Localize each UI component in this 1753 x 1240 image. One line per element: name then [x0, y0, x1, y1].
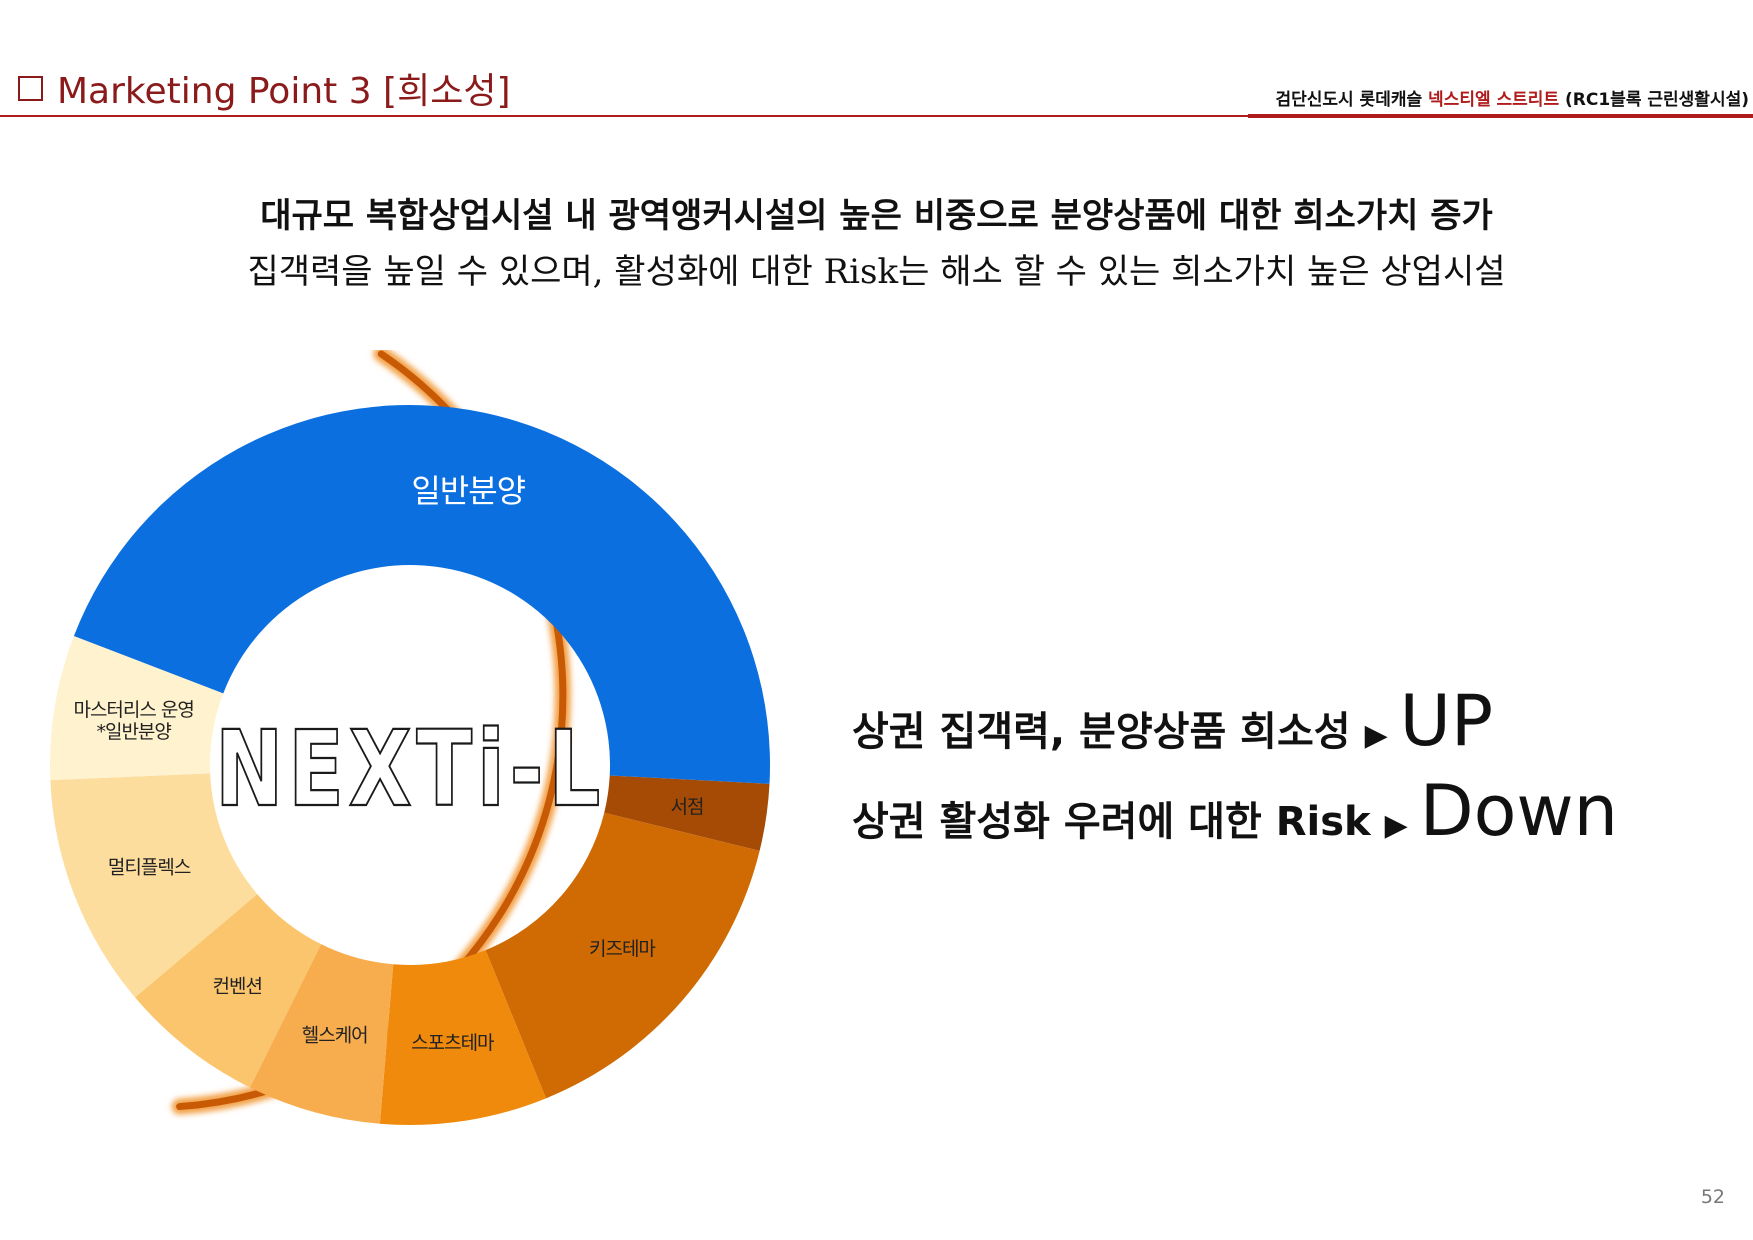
headline-line-1: 대규모 복합상업시설 내 광역앵커시설의 높은 비중으로 분양상품에 대한 희소… — [260, 196, 1493, 236]
message-up-big: UP — [1399, 680, 1494, 762]
slice-label-6: 마스터리스 운영 *일반분양 — [73, 699, 193, 743]
slice-label-7: 일반분양 — [411, 472, 525, 510]
message-down-text: 상권 활성화 우려에 대한 Risk — [852, 799, 1371, 845]
page-number: 52 — [1700, 1186, 1725, 1208]
headline-line-2: 집객력을 높일 수 있으며, 활성화에 대한 Risk는 해소 할 수 있는 희… — [247, 252, 1506, 292]
project-highlight: 넥스티엘 스트리트 — [1428, 90, 1560, 110]
nextil-logo-text: NEXTi-L — [215, 708, 605, 830]
project-suffix: (RC1블록 근린생활시설) — [1565, 90, 1749, 110]
slice-3 — [249, 944, 394, 1124]
message-up-text: 상권 집객력, 분양상품 희소성 — [852, 709, 1351, 755]
slice-0 — [604, 775, 770, 851]
slice-7 — [73, 404, 771, 784]
header-divider — [0, 115, 1753, 117]
slice-label-0: 서점 — [671, 796, 704, 818]
chart-slices — [49, 404, 771, 1125]
page-title-text: Marketing Point 3 [희소성] — [57, 71, 511, 112]
slice-label-3: 헬스케어 — [302, 1025, 368, 1047]
message-up: 상권 집객력, 분양상품 희소성 ▶ UP — [852, 680, 1493, 762]
page-title: Marketing Point 3 [희소성] — [18, 62, 511, 114]
slice-6 — [49, 635, 224, 781]
play-arrow-icon: ▶ — [1364, 718, 1388, 753]
slice-1 — [485, 812, 760, 1099]
project-name: 검단신도시 롯데캐슬 넥스티엘 스트리트 (RC1블록 근린생활시설) — [1275, 85, 1749, 110]
message-down: 상권 활성화 우려에 대한 Risk ▶ Down — [852, 770, 1618, 852]
play-arrow-icon: ▶ — [1384, 808, 1408, 843]
slice-label-4: 컨벤션 — [213, 975, 262, 997]
project-prefix: 검단신도시 롯데캐슬 — [1275, 90, 1423, 110]
header-divider-accent — [1248, 114, 1753, 118]
slice-label-5: 멀티플렉스 — [108, 857, 191, 879]
slice-label-2: 스포츠테마 — [411, 1032, 494, 1054]
nextil-logo: NEXTi-L — [214, 707, 605, 831]
slice-5 — [50, 773, 258, 998]
message-down-big: Down — [1419, 770, 1619, 852]
slice-4 — [135, 894, 322, 1088]
slice-label-1: 키즈테마 — [589, 938, 655, 960]
checkbox-square-icon — [18, 75, 43, 101]
slice-2 — [379, 950, 547, 1125]
